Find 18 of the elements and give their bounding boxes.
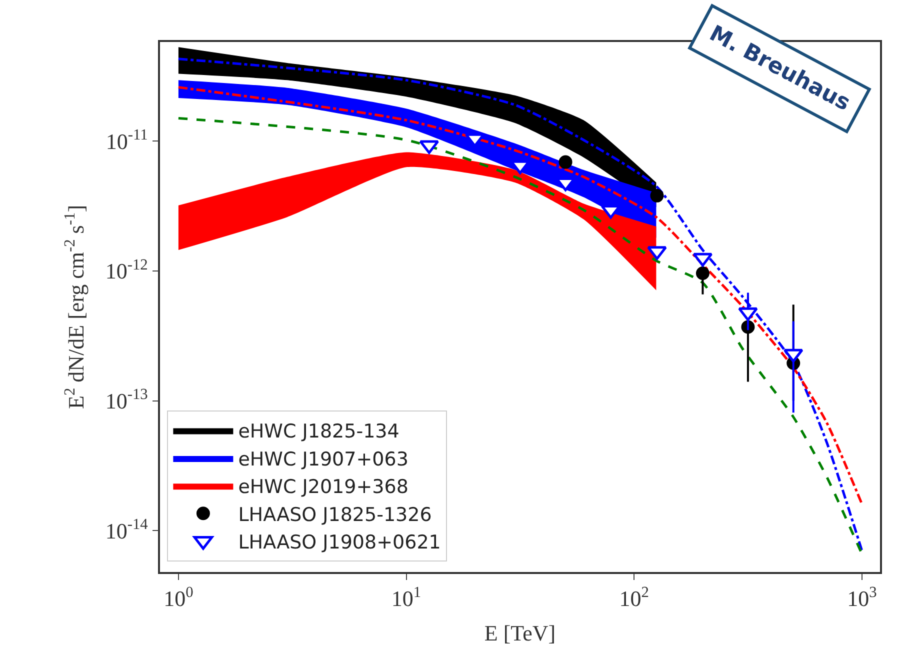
legend-label: eHWC J1825-134 <box>238 420 400 443</box>
x-tick-label: 10$^{1}$ <box>391 584 422 612</box>
y-tick-label: 10$^{-11}$ <box>106 126 148 154</box>
legend-label: LHAASO J1908+0621 <box>238 531 441 554</box>
x-tick-label: 10$^{3}$ <box>847 584 878 612</box>
point <box>783 348 804 363</box>
x-axis-title: E [TeV] <box>484 620 556 646</box>
legend-label: eHWC J2019+368 <box>238 476 408 498</box>
y-tick-label: 10$^{-13}$ <box>105 386 148 414</box>
y-tick-label: 10$^{-14}$ <box>105 516 148 544</box>
y-tick-label: 10$^{-12}$ <box>105 256 148 284</box>
point <box>738 307 758 322</box>
legend-label: eHWC J1907+063 <box>238 448 408 470</box>
legend-label: LHAASO J1825-1326 <box>238 504 432 526</box>
x-tick-label: 10$^{0}$ <box>164 584 194 612</box>
x-tick-label: 10$^{2}$ <box>619 584 649 612</box>
point <box>647 246 667 260</box>
point <box>692 252 713 267</box>
